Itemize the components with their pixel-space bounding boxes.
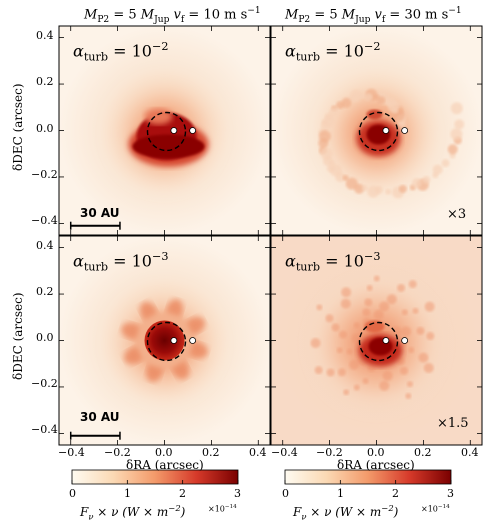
ylabel-bottom: δDEC (arcsec) [11,292,25,380]
xtick-label: 0.0 [155,446,173,459]
xtick-label: −0.4 [271,446,298,459]
planet-outer-marker [401,127,409,134]
colorbar-tick: 1 [124,487,131,500]
panel-top-right [271,26,482,235]
colorbar-left [71,469,239,485]
panel-label-bottom-right: αturb = 10−3 [285,250,381,274]
ytick-label: 0.2 [36,75,54,88]
ytick-label: −0.4 [31,423,58,436]
xtick-label: −0.2 [104,446,131,459]
xtick-label: 0.2 [414,446,432,459]
orbit-circle [146,321,187,362]
panel-top-left [59,26,270,235]
planet-outer-marker [189,337,197,344]
ytick-label: 0.0 [36,122,54,135]
xtick-label: 0.2 [202,446,220,459]
orbit-circle [358,111,399,152]
colorbar-tick: 0 [69,487,76,500]
ytick-label: 0.0 [36,331,54,344]
planet-inner-marker [170,337,178,344]
planet-outer-marker [401,337,409,344]
multiplier-bottom-right: ×1.5 [437,416,469,431]
xlabel-right: δRA (arcsec) [337,458,415,472]
ytick-label: 0.2 [36,285,54,298]
ytick-label: 0.4 [36,29,54,42]
ytick-label: −0.2 [31,377,58,390]
panel-bottom-left [59,236,270,445]
ytick-label: −0.2 [31,168,58,181]
colorbar-exponent-left: ×10−14 [208,504,237,514]
colorbar-tick: 2 [392,487,399,500]
orbit-circle [146,111,187,152]
scale-bar-label-top: 30 AU [80,206,120,220]
panel-bottom-right [271,236,482,445]
xlabel-left: δRA (arcsec) [126,458,204,472]
colorbar-right [284,469,452,485]
colorbar-tick: 3 [447,487,454,500]
colorbar-label-right: Fν × ν (W × m−2) [293,503,399,522]
panel-label-top-right: αturb = 10−2 [285,40,381,64]
panel-label-top-left: αturb = 10−2 [73,40,169,64]
xtick-label: −0.2 [316,446,343,459]
xtick-label: 0.0 [367,446,385,459]
planet-outer-marker [189,127,197,134]
colorbar-label-left: Fν × ν (W × m−2) [80,503,186,522]
xtick-label: 0.4 [461,446,479,459]
orbit-circle [358,321,399,362]
xtick-label: −0.4 [58,446,85,459]
colorbar-tick: 0 [282,487,289,500]
colorbar-tick: 1 [337,487,344,500]
xtick-label: 0.4 [249,446,267,459]
planet-inner-marker [382,337,390,344]
ytick-label: 0.4 [36,239,54,252]
planet-inner-marker [382,127,390,134]
scale-bar-label-bottom: 30 AU [80,410,120,424]
colorbar-tick: 3 [234,487,241,500]
column-title-right: MP2 = 5 MJup vf = 30 m s−1 [285,6,462,25]
ylabel-top: δDEC (arcsec) [11,83,25,171]
ytick-label: −0.4 [31,214,58,227]
column-title-left: MP2 = 5 MJup vf = 10 m s−1 [84,6,261,25]
colorbar-tick: 2 [179,487,186,500]
multiplier-top-right: ×3 [447,207,467,222]
panel-label-bottom-left: αturb = 10−3 [73,250,169,274]
colorbar-exponent-right: ×10−14 [421,504,450,514]
planet-inner-marker [170,127,178,134]
